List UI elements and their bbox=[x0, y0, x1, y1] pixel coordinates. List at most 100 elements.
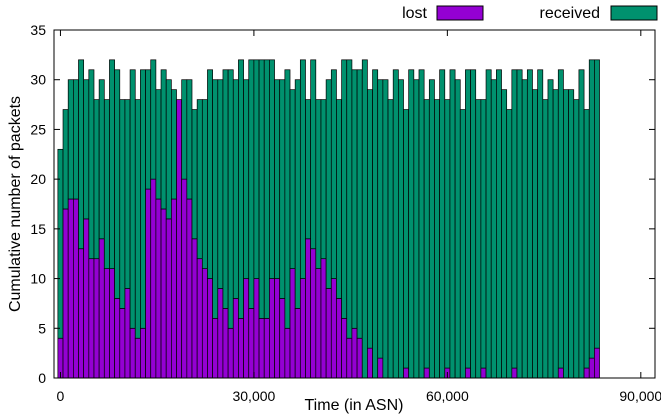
bar-received bbox=[423, 99, 430, 369]
bar-received bbox=[98, 79, 105, 240]
bar-lost bbox=[62, 208, 69, 379]
bar-lost bbox=[351, 327, 358, 379]
bar-received bbox=[93, 99, 100, 260]
bar-lost bbox=[119, 308, 126, 379]
bar-lost bbox=[310, 248, 317, 379]
bar-received bbox=[537, 69, 544, 379]
bar-received bbox=[119, 99, 126, 309]
bar-lost bbox=[165, 218, 172, 379]
bar-received bbox=[351, 69, 358, 329]
bar-lost bbox=[114, 298, 121, 379]
bar-received bbox=[418, 69, 425, 379]
legend-label-received: received bbox=[540, 5, 600, 22]
bar-lost bbox=[263, 317, 270, 379]
y-tick-label: 5 bbox=[38, 320, 46, 336]
bar-lost bbox=[186, 198, 193, 379]
bar-received bbox=[263, 59, 270, 319]
bar-received bbox=[83, 79, 90, 220]
bar-received bbox=[501, 89, 508, 379]
bar-received bbox=[336, 99, 342, 299]
legend-swatch-lost bbox=[436, 5, 484, 21]
bars-layer bbox=[57, 59, 600, 379]
bar-received bbox=[372, 69, 379, 379]
bar-received bbox=[506, 109, 513, 379]
bar-received bbox=[103, 99, 110, 269]
bar-lost bbox=[155, 198, 162, 379]
bar-received bbox=[196, 99, 203, 260]
bar-received bbox=[532, 89, 538, 379]
bar-received bbox=[62, 109, 69, 210]
bar-received bbox=[109, 59, 115, 269]
bar-received bbox=[573, 99, 580, 379]
bar-lost bbox=[78, 248, 85, 379]
bar-lost bbox=[181, 178, 188, 379]
bar-received bbox=[171, 89, 177, 200]
bar-received bbox=[583, 109, 590, 369]
bar-received bbox=[258, 59, 265, 319]
bar-lost bbox=[124, 288, 131, 379]
bar-lost bbox=[212, 317, 219, 379]
y-axis: 0 5 10 15 20 25 30 35 bbox=[30, 22, 655, 386]
bar-received bbox=[88, 69, 95, 260]
bar-received bbox=[403, 109, 410, 369]
bar-received bbox=[465, 69, 471, 369]
bar-lost bbox=[145, 188, 152, 379]
y-tick-label: 30 bbox=[30, 72, 46, 88]
bar-received bbox=[294, 79, 301, 309]
bar-lost bbox=[207, 278, 213, 379]
bar-received bbox=[594, 59, 600, 349]
bar-received bbox=[346, 59, 353, 339]
bar-received bbox=[67, 79, 74, 200]
bar-received bbox=[217, 79, 224, 289]
bar-received bbox=[557, 69, 564, 369]
bar-received bbox=[480, 99, 487, 369]
bar-received bbox=[377, 79, 384, 359]
bar-received bbox=[361, 59, 368, 379]
bar-received bbox=[222, 69, 229, 309]
y-tick-label: 15 bbox=[30, 221, 46, 237]
bar-received bbox=[568, 89, 575, 379]
bar-lost bbox=[330, 278, 337, 379]
bar-received bbox=[454, 79, 461, 379]
bar-lost bbox=[274, 278, 281, 379]
bar-lost bbox=[217, 288, 224, 379]
bar-received bbox=[186, 79, 193, 200]
bar-received bbox=[428, 79, 435, 379]
bar-lost bbox=[320, 258, 327, 379]
bar-lost bbox=[594, 347, 600, 379]
legend: lost received bbox=[402, 5, 658, 22]
x-axis-title: Time (in ASN) bbox=[305, 397, 404, 414]
bar-received bbox=[325, 79, 332, 289]
bar-lost bbox=[201, 268, 208, 379]
bar-lost bbox=[315, 268, 322, 379]
bar-received bbox=[243, 79, 250, 279]
bar-lost bbox=[191, 238, 198, 379]
bar-received bbox=[150, 59, 157, 180]
bar-received bbox=[496, 69, 502, 379]
bar-received bbox=[207, 69, 213, 279]
bar-received bbox=[129, 69, 136, 329]
bar-received bbox=[140, 69, 146, 329]
bar-received bbox=[248, 59, 255, 309]
bar-received bbox=[274, 79, 281, 279]
bar-received bbox=[181, 79, 188, 180]
bar-lost bbox=[325, 288, 332, 379]
bar-lost bbox=[346, 337, 353, 379]
bar-lost bbox=[336, 298, 342, 379]
bar-lost bbox=[109, 268, 115, 379]
bar-lost bbox=[232, 298, 239, 379]
bar-lost bbox=[98, 238, 105, 379]
bar-lost bbox=[134, 337, 141, 379]
bar-received bbox=[330, 69, 337, 279]
bar-lost bbox=[284, 327, 291, 379]
bar-received bbox=[470, 69, 477, 379]
bar-lost bbox=[367, 347, 373, 379]
bar-lost bbox=[227, 327, 234, 379]
bar-lost bbox=[253, 278, 260, 379]
bar-received bbox=[563, 89, 569, 379]
bar-received bbox=[542, 99, 549, 379]
bar-received bbox=[165, 79, 172, 220]
bar-received bbox=[305, 99, 311, 240]
bar-received bbox=[526, 69, 533, 379]
